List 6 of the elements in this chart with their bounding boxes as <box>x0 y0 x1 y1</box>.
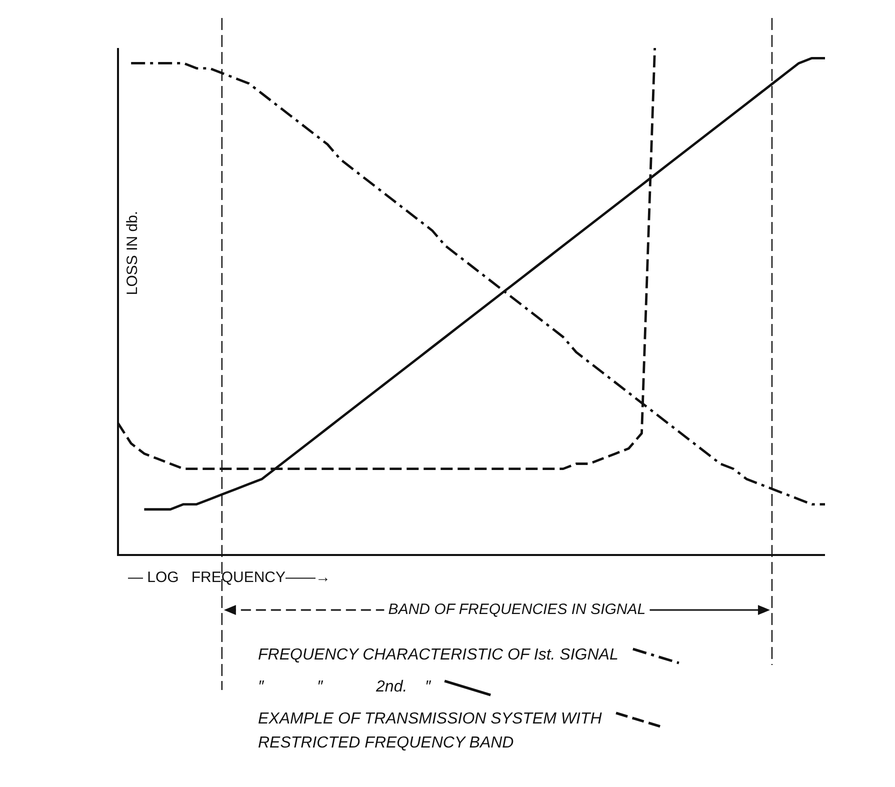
y-axis-title: LOSS IN db. <box>124 210 142 296</box>
legend-label: EXAMPLE OF TRANSMISSION SYSTEM WITH RESTRICTED FREQUENCY BAND <box>258 710 602 752</box>
x-axis-title: — LOG FREQUENCY——→ <box>128 569 331 586</box>
legend-label: ″ ″ 2nd. ″ <box>258 678 432 696</box>
legend-label: FREQUENCY CHARACTERISTIC OF Ist. SIGNAL <box>258 646 618 664</box>
text: BAND OF FREQUENCIES IN SIGNAL <box>388 601 646 618</box>
